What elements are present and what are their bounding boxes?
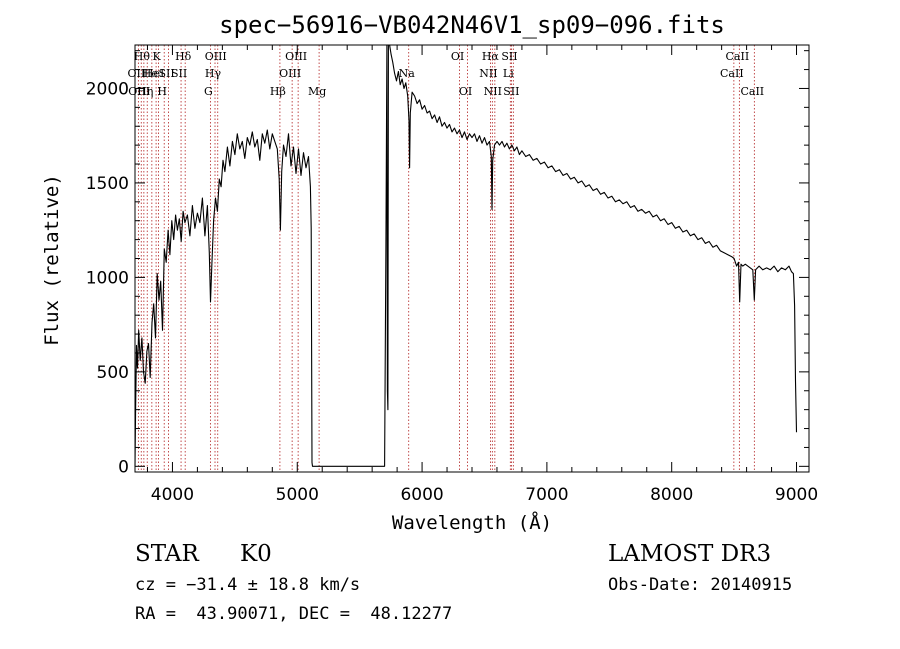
x-axis-ticks: 4000 5000 6000 7000 8000 9000: [146, 45, 818, 505]
line-label-15: OIII: [279, 67, 301, 80]
y-tick-label: 500: [97, 363, 129, 383]
line-label-13: OIII: [205, 50, 227, 63]
line-label-14: Hβ: [270, 85, 286, 98]
line-label-5: HeI: [144, 67, 164, 80]
flux-series: [134, 44, 798, 467]
obs-date: Obs-Date: 20140915: [608, 575, 792, 595]
x-axis-label: Wavelength (Å): [392, 511, 552, 534]
line-label-12: Hγ: [205, 67, 222, 80]
chart-title: spec−56916−VB042N46V1_sp09−096.fits: [219, 11, 725, 39]
line-label-23: NII: [484, 85, 502, 98]
line-label-25: SII: [501, 50, 517, 63]
line-label-28: CaII: [726, 50, 750, 63]
y-axis-label: Flux (relative): [41, 174, 63, 346]
line-label-24: Li: [503, 67, 514, 80]
y-tick-label: 2000: [86, 79, 129, 99]
spectral-line-labels: OIIOIIIHθHηHeHeIKHSIISIIHδGHγOIIIHβOIIIO…: [128, 50, 765, 98]
line-label-2: Hθ: [134, 50, 151, 63]
y-axis-ticks: 0 500 1000 1500 2000: [86, 50, 809, 477]
x-tick-label: 5000: [276, 485, 319, 505]
line-label-7: H: [157, 85, 167, 98]
line-label-20: OI: [459, 85, 472, 98]
line-label-29: CaII: [740, 85, 764, 98]
line-label-9: SII: [171, 67, 187, 80]
x-tick-label: 6000: [400, 485, 443, 505]
line-label-22: Hα: [482, 50, 500, 63]
line-label-10: Hδ: [175, 50, 192, 63]
x-tick-label: 8000: [650, 485, 693, 505]
line-label-6: K: [152, 50, 161, 63]
line-label-26: SII: [503, 85, 519, 98]
line-label-3: Hη: [137, 85, 153, 98]
line-label-27: CaII: [720, 67, 744, 80]
line-label-18: Na: [399, 67, 416, 80]
coordinates: RA = 43.90071, DEC = 48.12277: [135, 604, 452, 624]
line-label-11: G: [204, 85, 213, 98]
y-tick-label: 0: [118, 457, 129, 477]
line-label-17: Mg: [308, 85, 326, 98]
line-label-8: SII: [158, 67, 174, 80]
x-tick-label: 4000: [151, 485, 194, 505]
line-label-21: NII: [479, 67, 497, 80]
line-label-4: He: [142, 67, 158, 80]
object-subclass: K0: [240, 541, 272, 567]
object-class: STAR: [135, 541, 199, 567]
spectral-line-markers: [137, 45, 755, 472]
x-tick-label: 9000: [775, 485, 818, 505]
y-tick-label: 1000: [86, 268, 129, 288]
line-label-0: OII: [128, 67, 146, 80]
y-tick-label: 1500: [86, 174, 129, 194]
x-tick-label: 7000: [525, 485, 568, 505]
plot-frame: [134, 44, 810, 473]
line-label-19: OI: [451, 50, 464, 63]
redshift-value: cz = −31.4 ± 18.8 km/s: [135, 575, 360, 595]
line-label-16: OIII: [285, 50, 307, 63]
flux-line: [134, 44, 798, 467]
survey-name: LAMOST DR3: [608, 541, 771, 567]
